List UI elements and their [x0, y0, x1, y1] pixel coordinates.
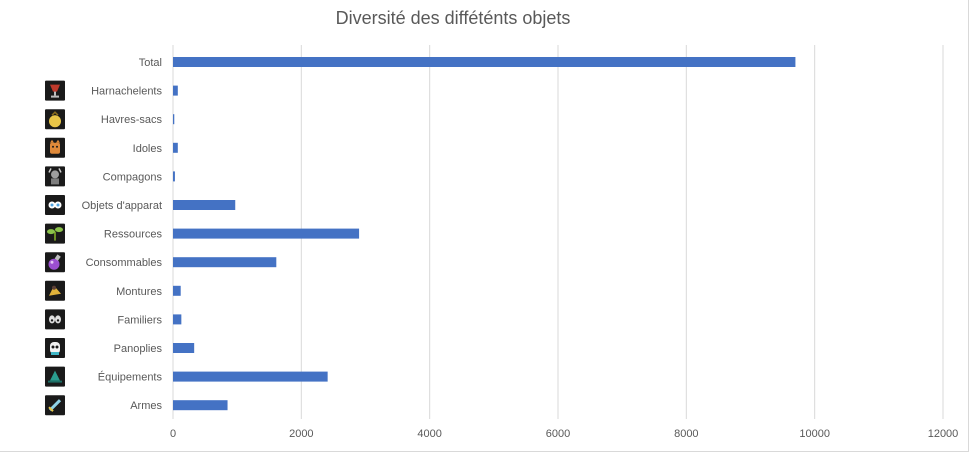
category-label: Havres-sacs [101, 114, 163, 126]
bar [173, 114, 175, 125]
potion-icon [45, 252, 65, 273]
category-label: Équipements [98, 371, 163, 384]
x-tick-label: 8000 [674, 428, 698, 440]
goblet-icon [45, 80, 65, 101]
category-label: Objets d'apparat [82, 200, 162, 212]
idol-icon [45, 137, 65, 158]
bar [173, 400, 228, 411]
bar [173, 200, 236, 210]
bar [173, 57, 796, 67]
chart-title: Diversité des difféténts objets [335, 8, 571, 28]
cosmetic-icon [45, 195, 65, 215]
x-tick-label: 2000 [289, 428, 313, 440]
category-label: Montures [116, 286, 162, 298]
bar [173, 257, 277, 268]
bar [173, 343, 195, 353]
category-label: Panoplies [114, 343, 163, 355]
x-tick-label: 10000 [799, 428, 830, 440]
bar [173, 171, 175, 182]
hat-icon [45, 366, 65, 387]
sprout-icon [45, 223, 65, 244]
bar [173, 85, 178, 96]
bar [173, 285, 181, 296]
bag-icon [45, 109, 65, 130]
x-tick-label: 6000 [546, 428, 570, 440]
mask-icon [45, 338, 65, 358]
companion-icon [45, 166, 65, 187]
bar [173, 314, 182, 325]
category-label: Familiers [117, 314, 162, 326]
bar [173, 228, 360, 239]
bar [173, 371, 328, 382]
sword-icon [45, 395, 65, 416]
x-tick-label: 12000 [928, 428, 959, 440]
x-tick-label: 4000 [417, 428, 441, 440]
category-label: Harnachelents [91, 86, 162, 98]
category-label: Compagons [103, 171, 163, 183]
category-label: Consommables [86, 257, 163, 269]
category-label: Total [139, 57, 162, 69]
category-label: Idoles [133, 143, 163, 155]
x-tick-label: 0 [170, 428, 176, 440]
category-label: Ressources [104, 229, 163, 241]
bar [173, 142, 178, 153]
category-label: Armes [130, 400, 162, 412]
mount-icon [45, 280, 65, 301]
pet-icon [45, 309, 65, 330]
